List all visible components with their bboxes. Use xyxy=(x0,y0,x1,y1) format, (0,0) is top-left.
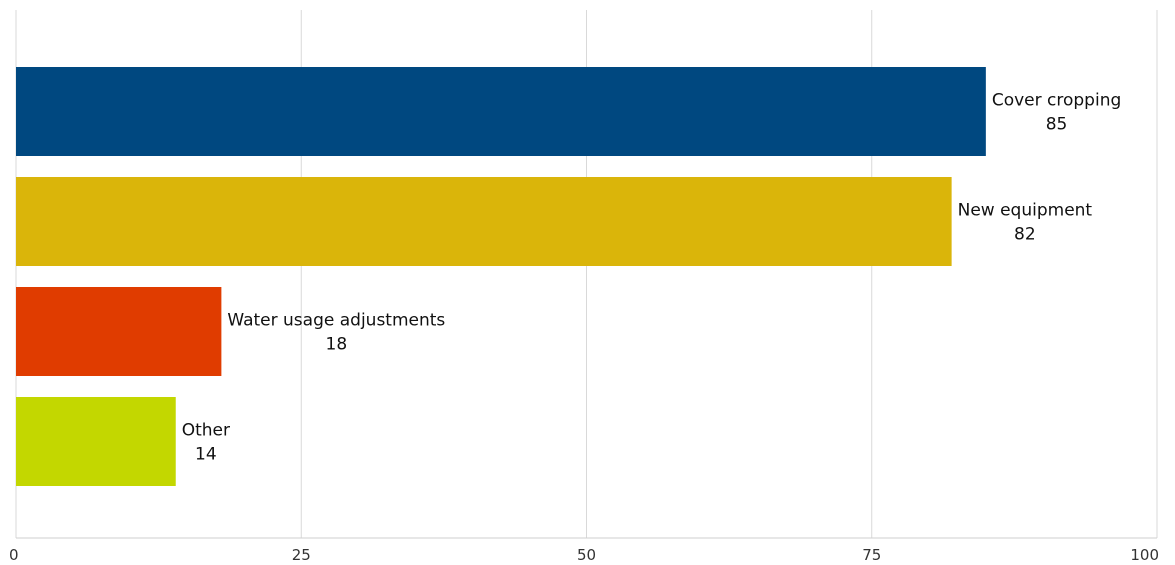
bar-cover-cropping xyxy=(16,67,986,156)
bar-labels: Cover cropping 85 New equipment 82 Water usa… xyxy=(182,91,1122,465)
bar-label-new-equipment: New equipment xyxy=(958,201,1093,221)
bar-label-water-usage-adjustments: Water usage adjustments xyxy=(227,311,445,331)
bar-label-cover-cropping: Cover cropping xyxy=(992,91,1121,111)
bar-value-cover-cropping: 85 xyxy=(1046,115,1068,135)
bar-value-new-equipment: 82 xyxy=(1014,225,1036,245)
x-tick-label-75: 75 xyxy=(862,546,881,564)
bar-other xyxy=(16,397,176,486)
x-axis-ticks: 0 25 50 75 100 xyxy=(9,546,1159,564)
x-tick-label-50: 50 xyxy=(577,546,596,564)
bars xyxy=(16,67,986,486)
bar-new-equipment xyxy=(16,177,952,266)
bar-water-usage-adjustments xyxy=(16,287,222,376)
x-tick-label-25: 25 xyxy=(292,546,311,564)
bar-value-water-usage-adjustments: 18 xyxy=(326,335,348,355)
bar-label-other: Other xyxy=(182,421,230,441)
bar-value-other: 14 xyxy=(195,445,217,465)
x-tick-label-0: 0 xyxy=(9,546,19,564)
x-tick-label-100: 100 xyxy=(1130,546,1159,564)
